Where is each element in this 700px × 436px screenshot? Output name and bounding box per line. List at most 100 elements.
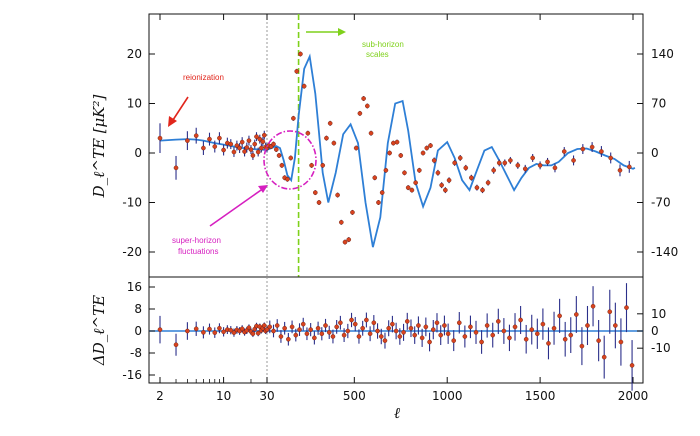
sub-horizon-arrowhead-icon [338,28,346,36]
data-point [424,145,430,151]
residual-point [390,321,395,327]
residual-point [371,320,377,326]
left-tick-label: -20 [122,245,142,259]
data-point [350,210,355,215]
reionization-arrowhead-icon [168,116,177,127]
residual-point [338,320,343,326]
residual-point [438,332,444,338]
data-point [212,144,218,149]
residual-point [356,334,362,339]
x-tick-label: 500 [343,389,366,403]
residual-point [445,331,451,337]
data-point [271,141,276,147]
residual-point [173,342,179,348]
left-tick-label: -16 [122,368,142,382]
data-point [376,200,381,205]
bottom-y-ticks: 16 8 0 -8 -16 10 0 -10 [122,280,670,382]
data-point [173,165,179,171]
residual-point [345,328,351,334]
top-y-axis-label: D_ℓ^TE [μK²] [90,94,108,198]
data-point [617,168,623,173]
data-point [365,103,370,109]
residual-point [468,324,473,330]
bottom-y-label: ΔD_ℓ^TE [90,295,108,366]
residual-point [456,320,462,326]
data-point [276,153,282,158]
x-axis-label: ℓ [394,404,400,422]
bottom-panel-frame [148,276,644,384]
residual-point [408,325,414,331]
data-point [561,149,567,154]
residual-point [551,325,557,331]
data-point [409,187,415,193]
data-point [537,163,543,168]
data-point [320,163,326,168]
data-point [439,182,444,188]
data-point [394,139,400,145]
residual-point [304,331,310,337]
residual-point [212,330,218,335]
residual-point [546,341,551,346]
left-tick-label: 0 [134,146,142,160]
data-point [580,146,586,152]
residual-point [274,323,280,328]
right-tick-label: -70 [651,196,671,210]
data-point [428,143,433,148]
x-ticks: 2 10 30 500 1000 1500 2000 [156,14,648,403]
data-point [242,149,247,154]
residual-point [207,326,212,332]
right-tick-label: -140 [651,245,678,259]
residual-point [282,325,287,331]
residual-point [540,321,546,327]
residual-point [434,320,440,326]
data-point [257,136,263,142]
data-point [201,145,206,151]
data-point [383,168,389,173]
residual-point [393,328,399,334]
data-point [254,134,259,139]
data-point [608,155,614,161]
data-point [457,155,463,161]
data-point [417,168,422,173]
residual-point [217,325,222,331]
super-horizon-arrow-icon [209,187,265,227]
residual-point [423,324,429,330]
data-point [346,237,352,242]
x-tick-label: 10 [216,389,231,403]
data-point [372,175,378,181]
residual-point [412,332,418,338]
residual-point [319,331,325,337]
residual-point [479,339,484,345]
residual-point [618,339,624,345]
data-point [342,239,348,245]
residual-point [323,323,328,328]
right-tick-label: 140 [651,47,674,61]
residual-point [250,331,256,337]
residual-point [484,323,490,328]
reionization-arrow-icon [170,96,189,124]
data-point [522,166,528,172]
data-point [294,69,300,74]
data-points [157,51,632,245]
residual-point [360,325,365,331]
residual-point [512,324,518,330]
data-point [260,139,266,144]
residual-point [607,309,613,315]
residual-point [246,325,252,331]
left-tick-label: 8 [134,302,142,316]
x-tick-label: 1000 [432,389,463,403]
data-point [599,149,604,154]
data-point [250,153,256,158]
residual-point [364,317,369,323]
residual-point [442,323,447,328]
data-point [331,140,337,146]
data-point [309,163,314,168]
residual-point [375,328,380,334]
residual-point [624,305,629,310]
data-point [485,180,491,185]
data-point [387,150,392,156]
data-point [530,155,535,161]
data-point [474,185,480,190]
data-point [157,135,163,141]
